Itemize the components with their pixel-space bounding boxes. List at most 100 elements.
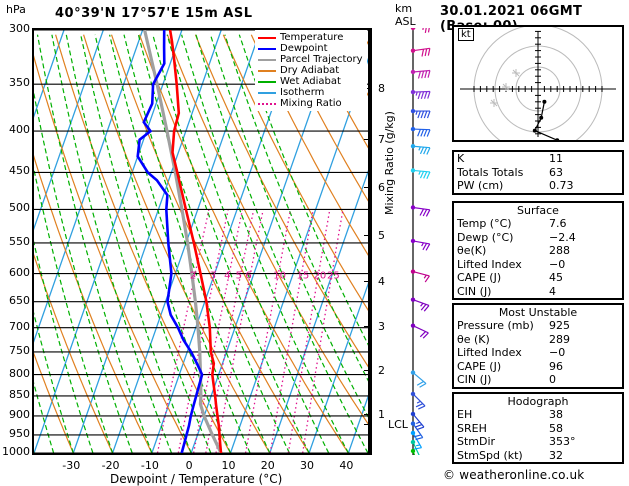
- copyright-text: © weatheronline.co.uk: [443, 468, 585, 482]
- unstable-row: Pressure (mb) 925: [454, 319, 622, 333]
- legend-item-label: Mixing Ratio: [280, 97, 342, 109]
- unstable-value: 96: [549, 359, 563, 373]
- surface-row: Temp (°C) 7.6: [454, 217, 622, 231]
- indices-value: 11: [549, 152, 563, 165]
- km-tick-label: 5: [378, 228, 385, 242]
- x-axis-title: Dewpoint / Temperature (°C): [110, 472, 283, 486]
- parcel-trajectory-curve: [143, 30, 223, 453]
- indices-key: K: [457, 152, 465, 165]
- svg-text:20: 20: [314, 270, 327, 281]
- unstable-key: Lifted Index: [457, 346, 522, 359]
- km-tick: [364, 326, 371, 328]
- surface-key: Temp (°C): [457, 217, 512, 230]
- mixing-ratio-labels: 2 3 4 5 6 10 15 20 25: [190, 270, 340, 281]
- km-tick-label: 4: [378, 274, 385, 288]
- isobar-lines: [34, 30, 368, 453]
- hodostat-value: 58: [549, 421, 563, 435]
- temperature-tick-label: 40: [339, 459, 354, 472]
- wind-barb-svg: [410, 28, 431, 455]
- legend-color-swatch: [258, 69, 276, 72]
- height-unit-label-asl: ASL: [395, 15, 416, 28]
- unstable-row: CAPE (J) 96: [454, 360, 622, 374]
- km-tick-label: 2: [378, 364, 385, 378]
- legend-item: Dry Adiabat: [258, 65, 364, 76]
- indices-value: 63: [549, 165, 563, 179]
- km-tick-label: 3: [378, 320, 385, 334]
- km-tick: [364, 234, 371, 236]
- hodostat-value: 353°: [549, 435, 576, 448]
- legend-item-label: Dewpoint: [280, 42, 328, 54]
- indices-value: 0.73: [549, 179, 574, 192]
- pressure-unit-label: hPa: [6, 3, 26, 16]
- surface-value: 7.6: [549, 217, 567, 230]
- surface-key: Dewp (°C): [457, 230, 514, 244]
- legend-item-label: Isotherm: [280, 86, 325, 98]
- unstable-key: Pressure (mb): [457, 319, 534, 332]
- surface-value: −2.4: [549, 230, 576, 244]
- unstable-value: 925: [549, 319, 570, 332]
- svg-text:4: 4: [224, 270, 230, 281]
- surface-row: CAPE (J) 45: [454, 271, 622, 285]
- dewpoint-curve: [136, 30, 204, 453]
- unstable-title: Most Unstable: [498, 306, 578, 319]
- legend-color-swatch: [258, 36, 276, 39]
- surface-value: 45: [549, 271, 563, 284]
- hodostat-row: SREH 58: [454, 422, 622, 436]
- legend-color-swatch: [258, 47, 276, 50]
- km-tick-label: 6: [378, 181, 385, 195]
- km-tick: [364, 88, 371, 90]
- most-unstable-panel: Most Unstable Pressure (mb) 925 θe (K) 289 Li…: [452, 303, 624, 389]
- hodograph-ticks: [473, 30, 603, 135]
- hodograph-unit-label: kt: [458, 28, 474, 41]
- unstable-row: θe (K) 289: [454, 333, 622, 347]
- indices-key: PW (cm): [457, 179, 504, 192]
- pressure-tick-label: 500: [9, 201, 30, 215]
- hodostat-row: EH 38: [454, 408, 622, 422]
- pressure-tick-label: 450: [9, 164, 30, 178]
- pressure-tick-label: 900: [9, 407, 30, 421]
- pressure-tick-label: 350: [9, 76, 30, 90]
- km-tick: [364, 370, 371, 372]
- hodostat-key: EH: [457, 408, 473, 421]
- unstable-value: 0: [549, 373, 556, 386]
- legend-item: Wet Adiabat: [258, 76, 364, 87]
- hodostat-key: StmSpd (kt): [457, 448, 523, 462]
- surface-key: CAPE (J): [457, 271, 502, 284]
- surface-value: 288: [549, 244, 570, 257]
- hodostat-key: StmDir: [457, 435, 496, 448]
- hodostat-key: SREH: [457, 421, 487, 435]
- unstable-value: −0: [549, 346, 566, 359]
- hodograph-storm-markers: [490, 69, 520, 107]
- hodostat-row: StmDir 353°: [454, 435, 622, 449]
- hodostat-row: StmSpd (kt) 32: [454, 449, 622, 463]
- legend-item: Parcel Trajectory: [258, 54, 364, 65]
- legend-item-label: Parcel Trajectory: [280, 53, 363, 65]
- unstable-value: 289: [549, 332, 570, 346]
- unstable-key: CIN (J): [457, 373, 492, 386]
- unstable-key: CAPE (J): [457, 359, 502, 373]
- km-tick-label: 7: [378, 132, 385, 146]
- temperature-tick-label: -20: [101, 459, 120, 472]
- indices-row: Totals Totals 63: [454, 166, 622, 180]
- surface-row: CIN (J) 4: [454, 285, 622, 299]
- surface-key: Lifted Index: [457, 257, 522, 271]
- legend-item: Dewpoint: [258, 43, 364, 54]
- svg-text:10: 10: [273, 270, 286, 281]
- unstable-key: θe (K): [457, 332, 490, 346]
- surface-key: CIN (J): [457, 284, 492, 298]
- surface-panel: Surface Temp (°C) 7.6 Dewp (°C) −2.4 θe(K) 288…: [452, 201, 624, 300]
- km-tick: [364, 280, 371, 282]
- legend-color-swatch: [258, 91, 276, 94]
- lcl-label: LCL: [388, 417, 408, 431]
- legend-color-swatch: [258, 58, 276, 61]
- mixing-ratio-axis-title: Mixing Ratio (g/kg): [383, 111, 396, 215]
- legend-item-label: Temperature: [280, 31, 344, 43]
- hodostat-value: 32: [549, 448, 563, 462]
- temperature-tick-label: 30: [300, 459, 315, 472]
- indices-panel: K 11 Totals Totals 63 PW (cm) 0.73: [452, 150, 624, 195]
- hodostat-title: Hodograph: [507, 395, 569, 408]
- km-tick: [364, 187, 371, 189]
- km-tick-label: 8: [378, 82, 385, 96]
- wind-barb-column: [400, 28, 440, 455]
- surface-value: 4: [549, 284, 556, 298]
